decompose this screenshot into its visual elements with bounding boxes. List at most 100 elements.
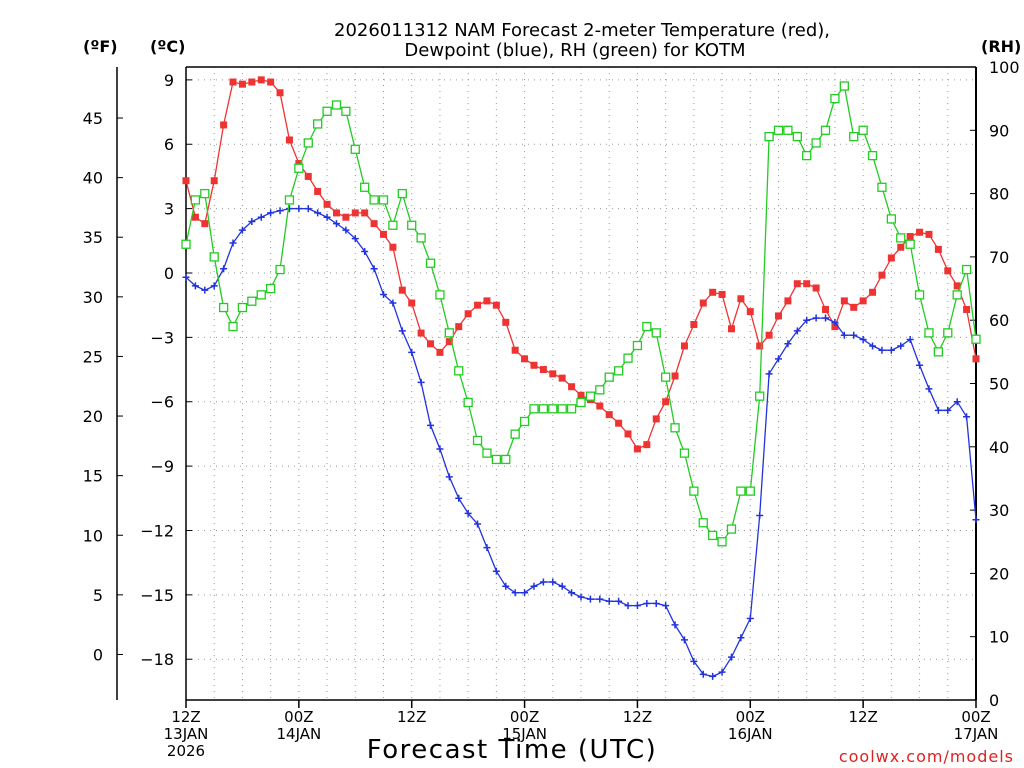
chart-title-line1: 2026011312 NAM Forecast 2-meter Temperat… [334, 20, 830, 41]
dewpoint-point [972, 516, 980, 524]
dewpoint-point [182, 273, 190, 281]
c-tick-label: −6 [150, 393, 174, 412]
dewpoint-point [539, 578, 547, 586]
rh-point [275, 264, 285, 275]
rh-point [538, 404, 549, 414]
rh-point [651, 328, 661, 338]
rh-point [896, 233, 906, 243]
rh-point [331, 100, 342, 110]
temp-point [869, 288, 877, 296]
temp-point [238, 80, 246, 88]
dewpoint-point [549, 578, 557, 586]
temp-point [220, 121, 228, 129]
temp-point [953, 282, 961, 290]
rh-point [218, 302, 229, 313]
rh-point [961, 264, 972, 275]
rh-point [736, 486, 746, 496]
dewpoint-point [201, 286, 209, 294]
x-tick-label: 00Z [284, 708, 313, 726]
rh-point [623, 353, 633, 363]
temp-point [680, 342, 688, 350]
rh-point [689, 486, 699, 496]
f-tick-label: 5 [93, 586, 103, 605]
rh-point [839, 81, 849, 91]
f-tick-label: 20 [83, 407, 103, 426]
x-tick-label: 2026 [167, 742, 205, 760]
dewpoint-point [248, 217, 256, 225]
rh-tick-label: 40 [989, 438, 1009, 457]
temp-point [916, 228, 924, 236]
dewpoint-point [822, 314, 830, 322]
dewpoint-point [596, 595, 604, 603]
temp-point [210, 177, 218, 185]
dewpoint-point [427, 421, 435, 429]
temp-point [549, 370, 557, 378]
temp-point [709, 288, 717, 296]
dewpoint-point [483, 544, 491, 552]
x-tick-label: 12Z [848, 708, 877, 726]
rh-point [858, 125, 868, 135]
x-tick-label: 15JAN [502, 725, 547, 743]
temp-point [784, 297, 792, 305]
rh-tick-label: 50 [989, 375, 1009, 394]
rh-unit-label: (RH) [981, 37, 1021, 56]
temp-point [455, 323, 463, 331]
temp-point [182, 177, 190, 185]
dewpoint-point [295, 205, 303, 213]
dewpoint-point [850, 331, 858, 339]
temp-point [427, 340, 435, 348]
rh-point [867, 150, 878, 161]
dewpoint-point [398, 327, 406, 335]
x-tick-label: 12Z [171, 708, 200, 726]
rh-point [416, 233, 426, 243]
rh-point [755, 391, 765, 401]
temp-point [191, 213, 199, 221]
x-tick-label: 17JAN [954, 725, 999, 743]
rh-point [830, 94, 840, 104]
temp-point [389, 243, 397, 251]
rh-point [576, 397, 586, 408]
temp-point [351, 209, 359, 217]
rh-point [350, 144, 360, 154]
temp-point [624, 430, 632, 438]
rh-point [585, 391, 596, 401]
rh-point [425, 258, 436, 268]
grid-lines [186, 67, 976, 700]
dewpoint-point [492, 567, 500, 575]
dewpoint-point [624, 602, 632, 610]
c-tick-label: −9 [150, 457, 174, 476]
rh-point [482, 448, 492, 458]
f-tick-label: 30 [83, 288, 103, 307]
temp-point [530, 361, 538, 369]
x-tick-label: 12Z [623, 708, 652, 726]
dewpoint-point [643, 599, 651, 607]
temp-point [304, 172, 312, 180]
dewpoint-point [389, 299, 397, 307]
temp-point [737, 295, 745, 303]
dewpoint-point [210, 282, 218, 290]
rh-point [886, 214, 897, 224]
rh-tick-label: 0 [989, 691, 999, 710]
temp-point [878, 271, 886, 279]
temp-point [511, 346, 519, 354]
c-tick-label: −15 [140, 586, 174, 605]
dewpoint-point [897, 342, 905, 350]
dewpoint-point [361, 248, 369, 256]
dewpoint-point [916, 361, 924, 369]
rh-point [745, 486, 755, 496]
dewpoint-point [370, 265, 378, 273]
temp-point [727, 325, 735, 333]
temp-point [257, 76, 265, 84]
dewpoint-point [727, 653, 735, 661]
dewpoint-line [185, 207, 977, 678]
temp-point [633, 445, 641, 453]
dewpoint-point [944, 406, 952, 414]
dewpoint-point [869, 342, 877, 350]
temp-point [577, 391, 585, 399]
dewpoint-point [633, 602, 641, 610]
rh-point [924, 328, 934, 338]
temp-point [944, 267, 952, 275]
rh-point [294, 163, 304, 173]
temp-point [267, 78, 275, 86]
rh-point [510, 429, 520, 439]
